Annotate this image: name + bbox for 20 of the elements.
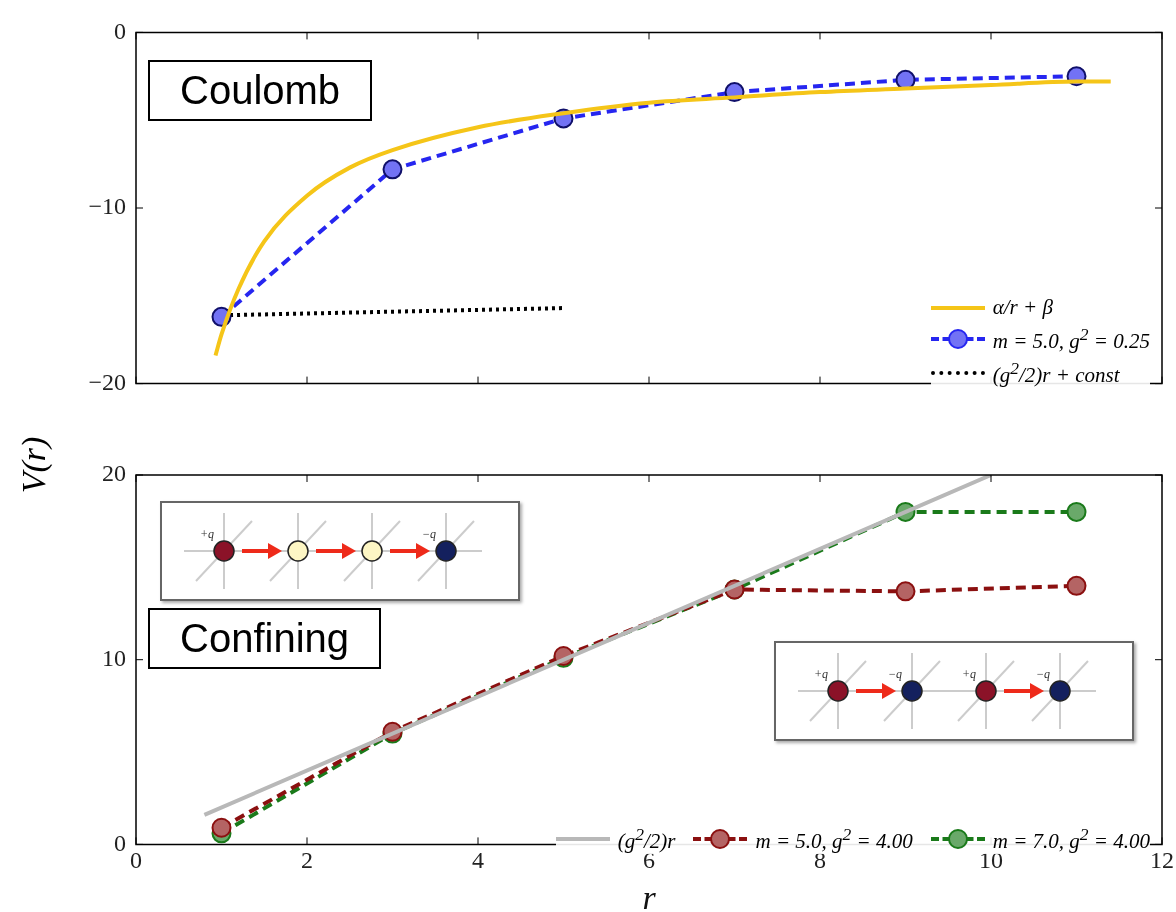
point — [1066, 575, 1087, 596]
legend-label: α/r + β — [992, 295, 1053, 320]
point — [895, 581, 916, 602]
annotation: Coulomb — [148, 60, 373, 121]
y-tick-label: 0 — [114, 17, 126, 44]
legend-label: m = 5.0, g$^{2}$ = 0.25 — [992, 324, 1150, 354]
x-tick-label: 2 — [301, 847, 313, 874]
legend-label: (g$^{2}$/2)r + const — [992, 358, 1120, 388]
y-tick-label: 10 — [102, 645, 126, 671]
point — [211, 817, 232, 838]
x-tick-label: 12 — [1150, 847, 1174, 874]
y-tick-label: 0 — [114, 829, 126, 856]
y-tick-label: −10 — [88, 193, 126, 220]
y-tick-label: 20 — [102, 460, 126, 487]
y-tick-label: −20 — [88, 368, 126, 395]
annotation: Confining — [148, 608, 382, 669]
x-tick-label: 4 — [472, 847, 484, 874]
point — [1066, 501, 1087, 522]
x-axis-title: r — [642, 878, 657, 912]
y-axis-title: V(r) — [15, 435, 53, 496]
